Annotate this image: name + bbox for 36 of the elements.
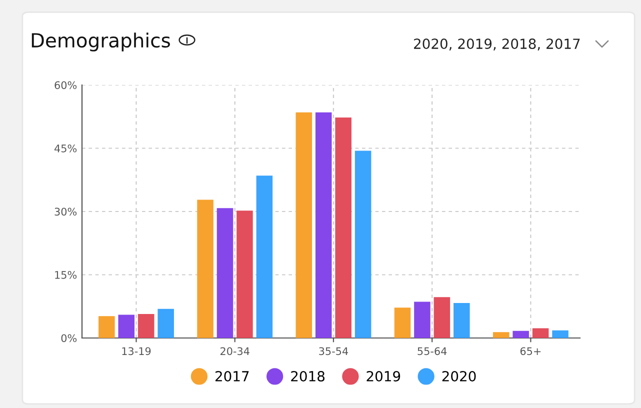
- bar: [296, 112, 312, 338]
- x-tick-label: 20-34: [220, 347, 250, 356]
- bar: [434, 297, 450, 338]
- bar: [236, 210, 253, 338]
- legend-label: 2019: [366, 370, 400, 382]
- bar: [354, 150, 372, 338]
- bar: [454, 303, 470, 338]
- legend-label: 2018: [291, 370, 324, 382]
- chart-title: Demographics: [32, 32, 170, 52]
- bar: [532, 328, 549, 338]
- y-tick-label: 45%: [54, 144, 77, 152]
- bar: [197, 200, 214, 338]
- legend-label: 2017: [215, 370, 249, 382]
- bar: [216, 208, 234, 338]
- bar: [512, 330, 529, 338]
- bar: [118, 314, 135, 338]
- x-tick-label: 55-64: [418, 347, 447, 356]
- bar: [335, 117, 352, 338]
- y-tick-label: 0%: [61, 334, 77, 342]
- bar: [414, 302, 430, 338]
- bar: [138, 314, 154, 338]
- bar: [315, 112, 332, 338]
- bar: [256, 176, 273, 338]
- y-tick-label: 30%: [54, 208, 77, 216]
- x-tick-label: 65+: [520, 347, 541, 356]
- y-tick-label: 15%: [55, 270, 77, 279]
- bar: [492, 332, 510, 338]
- legend-label: 2020: [442, 370, 476, 382]
- bar: [552, 330, 568, 338]
- chart-subtitle: 2020, 2019, 2018, 2017: [414, 38, 580, 50]
- x-tick-label: 35-54: [319, 347, 348, 356]
- bar: [98, 316, 115, 338]
- bar: [394, 308, 411, 338]
- x-tick-label: 13-19: [122, 347, 151, 356]
- y-tick-label: 60%: [54, 81, 77, 90]
- bar: [158, 308, 174, 338]
